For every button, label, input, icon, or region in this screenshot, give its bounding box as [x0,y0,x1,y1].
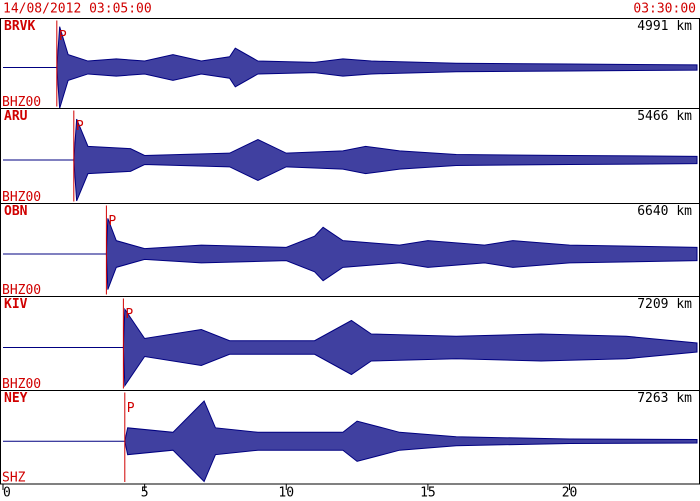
waveform-envelope [73,118,698,202]
header-end-time: 03:30:00 [633,2,696,17]
distance-label: 7263 km [637,391,692,406]
channel-label: BHZ00 [2,377,41,392]
x-tick-label: 10 [278,486,294,501]
station-name: NEY [4,391,28,406]
x-tick-label: 5 [141,486,149,501]
distance-label: 7209 km [637,297,692,312]
header-start-time: 14/08/2012 03:05:00 [3,2,152,17]
waveform-envelope [122,307,698,388]
channel-label: BHZ00 [2,190,41,205]
station-name: BRVK [4,19,35,34]
channel-label: SHZ [2,471,26,486]
distance-label: 4991 km [637,19,692,34]
channel-label: BHZ00 [2,283,41,298]
distance-label: 6640 km [637,204,692,219]
distance-label: 5466 km [637,109,692,124]
phase-label: P [59,29,67,44]
station-name: OBN [4,204,28,219]
waveform-envelope [56,26,698,109]
phase-label: P [108,214,116,229]
x-tick-label: 0 [3,486,11,501]
station-name: KIV [4,297,28,312]
channel-label: BHZ00 [2,95,41,110]
phase-label: P [127,401,135,416]
x-tick-label: 20 [562,486,578,501]
x-tick-label: 15 [420,486,436,501]
waveform-envelope [105,218,698,290]
station-name: ARU [4,109,28,124]
waveform-envelope [124,400,698,483]
phase-label: P [125,307,133,322]
phase-label: P [76,119,84,134]
